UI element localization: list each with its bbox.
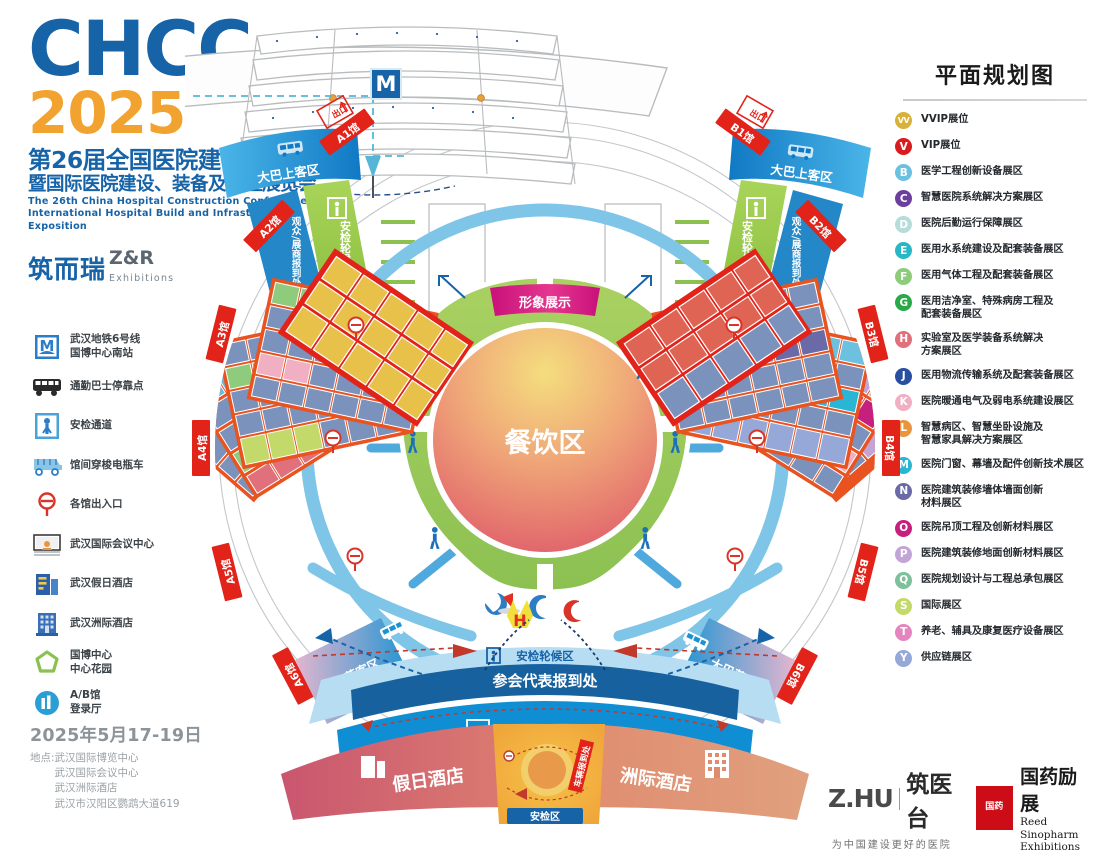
facility-legend-label: 通勤巴士停靠点 [70, 380, 144, 394]
zone-legend-label: 医院建筑装修地面创新材料展区 [921, 546, 1064, 560]
zone-legend-label: 医用物流传输系统及配套装备展区 [921, 368, 1074, 382]
reed-mark-icon: 国药 [976, 786, 1014, 830]
facility-legend-label: 馆间穿梭电瓶车 [70, 459, 144, 473]
zone-legend-label: 医院后勤运行保障展区 [921, 216, 1023, 230]
reed-name-cn: 国药励展 [1020, 762, 1096, 816]
security-queue-bottom[interactable]: 安检轮候区 [487, 648, 574, 663]
facility-legend-label: 武汉地铁6号线国博中心南站 [70, 333, 140, 360]
zone-legend-label: 医院建筑装修墙体墙面创新材料展区 [921, 483, 1043, 511]
venue-lines: 武汉国际博览中心武汉国际会议中心武汉洲际酒店武汉市汉阳区鹦鹉大道619 [55, 751, 180, 812]
zone-legend-label: 医学工程创新设备展区 [921, 164, 1023, 178]
zone-legend-label: 医用洁净室、特殊病房工程及配套装备展区 [921, 294, 1053, 322]
hall-tag-b4: B4馆 [883, 435, 896, 461]
zone-legend-title: 平面规划图 [895, 58, 1095, 90]
metro-letter: M [376, 72, 397, 96]
image-display-label: 形象展示 [519, 295, 571, 311]
sponsor-logos: Z.HU 筑医台 为中国建设更好的医院 国药 国药励展 Reed Sinopha… [828, 762, 1096, 854]
facility-legend-label: 安检通道 [70, 419, 112, 433]
zone-legend-label: VVIP展位 [921, 112, 968, 126]
zone-legend-label: 智慧病区、智慧坐卧设施及智慧家具解决方案展区 [921, 420, 1043, 448]
zone-legend-divider [903, 99, 1087, 101]
zone-legend-label: 智慧医院系统解决方案展区 [921, 190, 1043, 204]
zone-legend-label: 供应链展区 [921, 650, 972, 664]
shuttle-cart-icon [30, 451, 64, 481]
hall-entrance-icon [30, 490, 64, 520]
zhuyitai-tagline: 为中国建设更好的医院 [828, 836, 956, 851]
organizer-name-cn: 筑而瑞 [28, 250, 106, 286]
zhuyitai-cn: 筑医台 [906, 765, 955, 833]
venue-label: 地点: [30, 751, 55, 812]
security-check-bottom[interactable]: 安检区 [507, 808, 583, 824]
registration-desk-label: 参会代表报到处 [492, 672, 598, 690]
metro-icon: M [30, 332, 64, 362]
reed-sinopharm-logo: 国药 国药励展 Reed Sinopharm Exhibitions [976, 762, 1096, 854]
registration-hall-icon [30, 688, 64, 718]
zone-legend-label: 医院门窗、幕墙及配件创新技术展区 [921, 457, 1084, 471]
food-court-label: 餐饮区 [505, 428, 586, 459]
audience-exhibitor-right-label: 观众/展商报到处 [790, 217, 803, 289]
zone-legend-label: 医院规划设计与工程总承包展区 [921, 572, 1064, 586]
organizer-name-en: Z&R [109, 247, 154, 269]
zone-legend-label: 国际展区 [921, 598, 962, 612]
zone-legend-label: 医院吊顶工程及创新材料展区 [921, 520, 1053, 534]
facility-legend-label: 武汉国际会议中心 [70, 538, 154, 552]
intercontinental-icon [30, 609, 64, 639]
security-queue-bottom-label: 安检轮候区 [516, 649, 574, 663]
security-gate-icon [30, 411, 64, 441]
exhibition-floor-map[interactable]: 大巴上客区 大巴上客区 安检轮候区 [185, 8, 905, 828]
zone-legend-label: 医用气体工程及配套装备展区 [921, 268, 1053, 282]
conference-center-icon [30, 530, 64, 560]
logo-divider [899, 788, 900, 810]
metro-station-icon: M [370, 68, 402, 100]
reed-mark-text: 国药 [985, 803, 1003, 812]
facility-legend-label: A/B馆登录厅 [70, 689, 102, 716]
zhuyitai-logo: Z.HU 筑医台 为中国建设更好的医院 [828, 765, 956, 851]
facility-legend-label: 国博中心中心花园 [70, 649, 112, 676]
organizer-subtitle: Exhibitions [109, 273, 174, 284]
audience-exhibitor-left-label: 观众/展商报到处 [290, 217, 303, 289]
zone-legend-label: VIP展位 [921, 138, 961, 152]
zone-legend-label: 医用水系统建设及配套装备展区 [921, 242, 1064, 256]
facility-legend-label: 武汉假日酒店 [70, 577, 133, 591]
facility-legend-label: 各馆出入口 [70, 498, 123, 512]
central-garden-icon [30, 648, 64, 678]
security-check-label: 安检区 [530, 810, 560, 823]
image-display-banner[interactable]: 形象展示 [490, 284, 600, 316]
bus-icon [30, 372, 64, 402]
zone-legend-label: 医院暖通电气及弱电系统建设展区 [921, 394, 1074, 408]
zhuyitai-latin: Z.HU [828, 784, 893, 813]
zone-legend-label: 实验室及医学装备系统解决方案展区 [921, 331, 1043, 359]
holiday-inn-icon [30, 569, 64, 599]
facility-legend-label: 武汉洲际酒店 [70, 617, 133, 631]
zone-legend-label: 养老、辅具及康复医疗设备展区 [921, 624, 1064, 638]
hall-tag-a4: A4馆 [196, 435, 209, 461]
